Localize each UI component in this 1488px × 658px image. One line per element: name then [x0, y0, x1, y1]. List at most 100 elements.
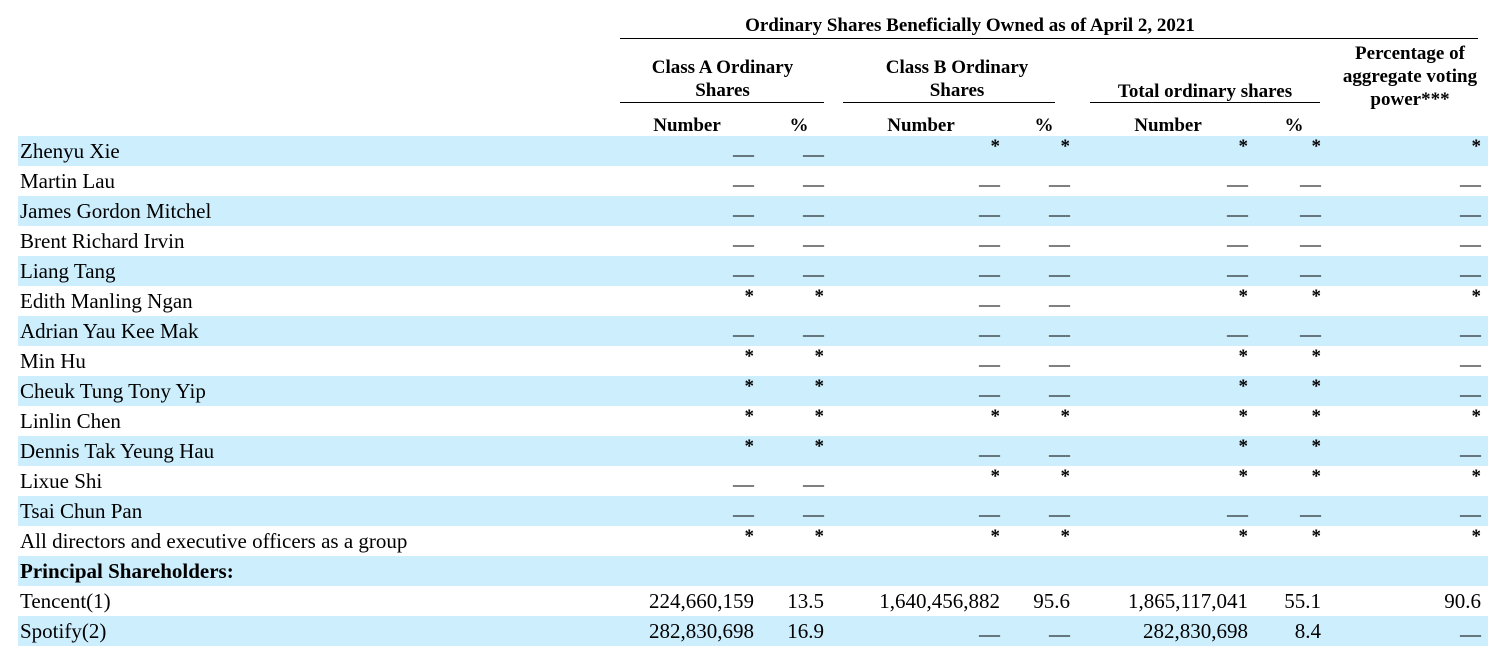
class-a-number-cell: *: [744, 526, 755, 547]
total-number-cell: —: [1227, 232, 1248, 256]
total-header: Total ordinary shares: [1117, 81, 1293, 102]
table-title: Ordinary Shares Beneficially Owned as of…: [745, 15, 1195, 36]
class-a-pct-cell: *: [814, 286, 825, 307]
voting-pct-cell: *: [1471, 286, 1482, 307]
holder-name: Martin Lau: [20, 169, 116, 193]
class-a-number-cell: 224,660,159: [649, 589, 754, 613]
class-a-pct-cell: *: [814, 436, 825, 457]
class-a-number-cell: —: [733, 142, 754, 166]
total-pct-cell: *: [1311, 286, 1322, 307]
table-row: Tencent(1) 224,660,159 13.5 1,640,456,882 95…: [18, 586, 1488, 616]
total-number-cell: *: [1238, 286, 1249, 307]
class-b-pct-cell: —: [1049, 622, 1070, 646]
table-row: Spotify(2) 282,830,698 16.9 — — 282,830,698 8.…: [18, 616, 1488, 646]
holder-name: Brent Richard Irvin: [20, 229, 185, 253]
holder-name: All directors and executive officers as …: [20, 529, 408, 553]
total-pct-cell: —: [1300, 322, 1321, 346]
class-a-number-cell: —: [733, 262, 754, 286]
table-row: Adrian Yau Kee Mak — — — — — — —: [18, 316, 1488, 346]
class-b-pct-cell: —: [1049, 262, 1070, 286]
class-a-pct-cell: 13.5: [787, 589, 824, 613]
class-b-number-cell: *: [990, 466, 1001, 487]
class-b-number-cell: 1,640,456,882: [879, 589, 1000, 613]
total-pct-cell: *: [1311, 346, 1322, 367]
voting-pct-cell: —: [1460, 202, 1481, 226]
voting-pct-cell: —: [1460, 382, 1481, 406]
voting-pct-cell: *: [1471, 526, 1482, 547]
holder-name: James Gordon Mitchel: [20, 199, 212, 223]
total-pct-cell: *: [1311, 466, 1322, 487]
class-b-pct-cell: —: [1049, 352, 1070, 376]
total-pct-cell: —: [1300, 502, 1321, 526]
class-b-pct-cell: *: [1060, 406, 1071, 427]
voting-pct-cell: —: [1460, 322, 1481, 346]
total-number-cell: *: [1238, 136, 1249, 157]
class-a-number-cell: —: [733, 472, 754, 496]
table-row: Cheuk Tung Tony Yip * * — — * * —: [18, 376, 1488, 406]
holder-name: Tsai Chun Pan: [20, 499, 143, 523]
table-row: James Gordon Mitchel — — — — — — —: [18, 196, 1488, 226]
table-row: Dennis Tak Yeung Hau * * — — * * —: [18, 436, 1488, 466]
class-b-pct-cell: —: [1049, 232, 1070, 256]
class-a-pct-cell: —: [803, 322, 824, 346]
class-a-number-cell: —: [733, 502, 754, 526]
ownership-table-body: Zhenyu Xie — — * * * * * Martin Lau — — — — — — — James …: [18, 136, 1488, 646]
class-b-pct-cell: —: [1049, 202, 1070, 226]
total-pct-cell: *: [1311, 406, 1322, 427]
class-b-number-cell: —: [979, 262, 1000, 286]
class-a-pct-cell: *: [814, 376, 825, 397]
holder-name: Spotify(2): [20, 619, 107, 643]
total-number-cell: *: [1238, 436, 1249, 457]
voting-pct-cell: —: [1460, 172, 1481, 196]
total-number-cell: —: [1227, 322, 1248, 346]
holder-name: Min Hu: [20, 349, 86, 373]
class-b-pct-cell: —: [1049, 502, 1070, 526]
class-a-pct-cell: *: [814, 406, 825, 427]
class-b-number-cell: —: [979, 322, 1000, 346]
class-a-pct-header: %: [789, 115, 809, 136]
holder-name: Linlin Chen: [20, 409, 121, 433]
table-row: Lixue Shi — — * * * * *: [18, 466, 1488, 496]
total-number-cell: —: [1227, 172, 1248, 196]
voting-pct-cell: —: [1460, 502, 1481, 526]
total-number-cell: —: [1227, 502, 1248, 526]
total-number-cell: *: [1238, 346, 1249, 367]
table-row: Tsai Chun Pan — — — — — — —: [18, 496, 1488, 526]
class-a-number-cell: 282,830,698: [649, 619, 754, 643]
holder-name: Tencent(1): [20, 589, 111, 613]
total-pct-cell: *: [1311, 136, 1322, 157]
table-row: Zhenyu Xie — — * * * * *: [18, 136, 1488, 166]
total-number-cell: 282,830,698: [1143, 619, 1248, 643]
total-number-cell: *: [1238, 526, 1249, 547]
voting-pct-cell: —: [1460, 232, 1481, 256]
voting-pct-cell: —: [1460, 262, 1481, 286]
total-number-header: Number: [1134, 115, 1202, 136]
class-a-number-cell: *: [744, 286, 755, 307]
total-number-cell: —: [1227, 262, 1248, 286]
voting-power-header: Percentage of aggregate voting power***: [1342, 43, 1478, 110]
total-pct-cell: —: [1300, 202, 1321, 226]
class-b-number-cell: *: [990, 136, 1001, 157]
class-a-number-cell: —: [733, 202, 754, 226]
class-b-pct-cell: 95.6: [1033, 589, 1070, 613]
class-a-number-cell: —: [733, 232, 754, 256]
class-a-number-cell: —: [733, 322, 754, 346]
table-row: Linlin Chen * * * * * * *: [18, 406, 1488, 436]
class-a-number-cell: *: [744, 346, 755, 367]
class-a-pct-cell: *: [814, 526, 825, 547]
class-b-number-cell: —: [979, 442, 1000, 466]
table-row: Edith Manling Ngan * * — — * * *: [18, 286, 1488, 316]
voting-pct-cell: —: [1460, 352, 1481, 376]
class-a-pct-cell: —: [803, 172, 824, 196]
total-pct-cell: —: [1300, 172, 1321, 196]
class-a-number-cell: *: [744, 376, 755, 397]
class-b-pct-cell: *: [1060, 466, 1071, 487]
section-label: Principal Shareholders:: [20, 559, 234, 583]
class-b-pct-cell: *: [1060, 136, 1071, 157]
class-a-pct-cell: —: [803, 232, 824, 256]
holder-name: Lixue Shi: [20, 469, 103, 493]
class-a-pct-cell: —: [803, 262, 824, 286]
class-a-rule: [620, 102, 824, 103]
class-b-rule: [843, 102, 1055, 103]
class-b-pct-cell: —: [1049, 322, 1070, 346]
